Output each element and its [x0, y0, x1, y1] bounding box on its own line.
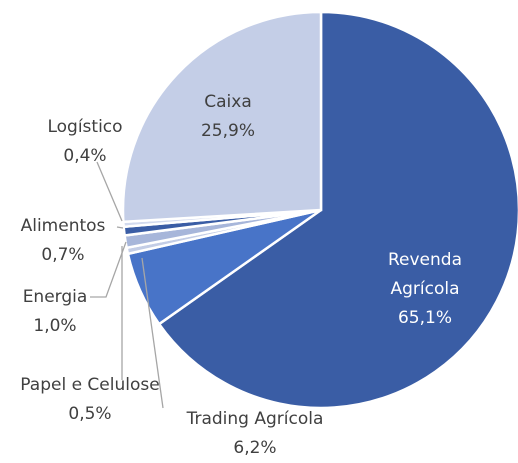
category-name: Caixa [204, 92, 252, 112]
slice-label: Papel e Celulose 0,5% [20, 371, 159, 429]
slices [121, 10, 518, 410]
slice [121, 10, 323, 224]
category-name: Alimentos [20, 216, 106, 236]
leader-line [116, 226, 124, 229]
leader-line [141, 257, 164, 409]
category-name: Logístico [47, 117, 123, 137]
slice [157, 10, 518, 410]
category-name: Energia [22, 287, 88, 307]
slice-label: Revenda Agrícola 65,1% [375, 246, 475, 333]
value-label: 1,0% [33, 316, 77, 336]
category-name: Trading Agrícola [186, 409, 324, 429]
slice-label: Logístico 0,4% [47, 113, 122, 171]
slice-label: Caixa 25,9% [201, 88, 255, 146]
slice-label: Alimentos 0,7% [21, 212, 106, 270]
value-label: 25,9% [200, 121, 256, 141]
slice-label: Energia 1,0% [23, 283, 88, 341]
value-label: 6,2% [233, 438, 277, 458]
value-label: 0,5% [68, 404, 112, 424]
leader-line [96, 161, 123, 222]
value-label: 0,4% [63, 146, 107, 166]
leader-line [90, 241, 127, 298]
category-name: Papel e Celulose [20, 375, 160, 395]
value-label: 65,1% [397, 308, 452, 328]
value-label: 0,7% [41, 245, 85, 265]
category-name: Revenda Agrícola [387, 250, 462, 299]
leader-lines [90, 161, 164, 409]
slice-label: Trading Agrícola 6,2% [187, 405, 324, 463]
